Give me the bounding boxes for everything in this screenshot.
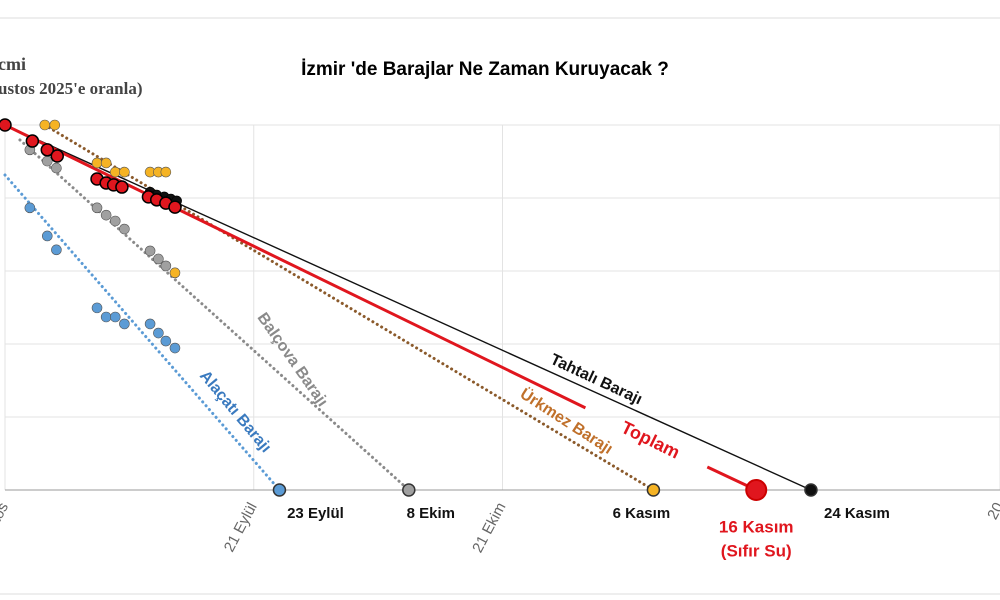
data-point — [109, 311, 121, 323]
end-point — [272, 483, 287, 497]
data-point — [25, 134, 40, 148]
trend-line — [4, 124, 812, 491]
x-tick-label: ustos — [0, 500, 12, 540]
series-label: Alaçatı Barajı — [196, 368, 274, 457]
data-point — [91, 157, 103, 169]
data-point — [24, 202, 36, 214]
end-label: 23 Eylül — [287, 505, 344, 522]
end-label: 6 Kasım — [613, 505, 671, 522]
data-point — [153, 253, 164, 265]
data-point — [144, 245, 156, 257]
x-tick-label: 21 Eylül — [221, 500, 261, 555]
trend-line — [3, 173, 281, 492]
data-point — [40, 143, 55, 157]
data-point — [119, 166, 130, 178]
data-point — [39, 119, 51, 131]
data-point — [91, 302, 103, 314]
data-point — [100, 209, 112, 221]
data-point — [0, 118, 12, 132]
data-point — [160, 335, 172, 347]
trend-line — [43, 123, 655, 492]
series-label: Tahtalı Barajı — [548, 351, 645, 408]
trend-line — [18, 138, 411, 492]
annotation: ustos 2025'e oranla) — [0, 79, 143, 98]
end-label: 8 Ekim — [407, 505, 455, 522]
end-label: 24 Kasım — [824, 505, 890, 522]
data-point — [119, 223, 130, 235]
data-point — [51, 162, 62, 174]
data-point — [169, 342, 181, 354]
data-point — [144, 318, 156, 330]
data-point — [169, 267, 181, 279]
data-point — [160, 166, 172, 178]
trend-line — [4, 123, 587, 410]
end-point — [804, 483, 818, 497]
data-point — [51, 244, 62, 256]
end-note: (Sıfır Su) — [721, 541, 792, 560]
data-point — [100, 311, 112, 323]
data-point — [41, 230, 53, 242]
series-label: Balçova Barajı — [254, 310, 331, 410]
x-tick-label: 21 Ekim — [469, 500, 509, 556]
data-point — [100, 157, 112, 169]
series-label: Toplam — [618, 417, 683, 462]
data-point — [109, 215, 121, 227]
data-point — [115, 180, 129, 194]
chart-title: İzmir 'de Barajlar Ne Zaman Kuruyacak ? — [301, 59, 669, 80]
data-point — [50, 149, 64, 163]
end-point — [402, 483, 416, 497]
data-point — [49, 119, 61, 131]
x-tick-label: 20 — [984, 500, 1000, 523]
data-point — [119, 318, 130, 330]
data-point — [91, 202, 103, 214]
end-label: 16 Kasım — [719, 517, 794, 536]
data-point — [160, 260, 172, 272]
data-point — [153, 327, 164, 339]
data-point — [168, 200, 182, 214]
data-point — [109, 166, 121, 178]
end-point — [745, 479, 768, 501]
end-point — [646, 483, 661, 497]
annotation: cmi — [0, 54, 26, 74]
